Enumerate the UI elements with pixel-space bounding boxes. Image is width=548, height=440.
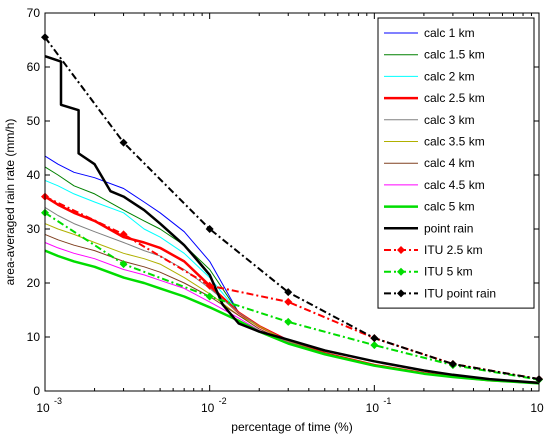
- series-marker-10-2: [205, 281, 214, 290]
- x-tick-label-2: 10: [366, 401, 380, 415]
- series-marker-12-2: [205, 225, 214, 233]
- x-tick-label-1: 10: [201, 401, 215, 415]
- y-tick-label-5: 50: [27, 114, 41, 128]
- y-tick-label-0: 0: [33, 384, 40, 398]
- y-axis-label: area-averaged rain rate (mm/h): [3, 119, 17, 286]
- legend-label-8: calc 5 km: [424, 200, 475, 214]
- legend-label-10: ITU 2.5 km: [424, 243, 483, 257]
- x-tick-exponent-2: -1: [383, 396, 391, 406]
- legend-label-11: ITU 5 km: [424, 265, 473, 279]
- series-marker-12-4: [370, 334, 379, 343]
- legend-marker-12: [397, 289, 405, 298]
- y-tick-label-4: 40: [27, 168, 41, 182]
- series-layer: [41, 33, 543, 385]
- legend-label-6: calc 4 km: [424, 156, 475, 170]
- legend-label-7: calc 4.5 km: [424, 178, 485, 192]
- legend-label-12: ITU point rain: [424, 286, 496, 300]
- legend-label-2: calc 2 km: [424, 69, 475, 83]
- legend-marker-10: [397, 246, 405, 254]
- y-tick-label-7: 70: [27, 6, 41, 20]
- series-marker-11-2: [205, 292, 214, 301]
- series-marker-11-1: [119, 260, 128, 269]
- legend-label-1: calc 1.5 km: [424, 48, 485, 62]
- plot-frame: [44, 12, 540, 392]
- legend-label-5: calc 3.5 km: [424, 135, 485, 149]
- y-tick-label-6: 60: [27, 60, 41, 74]
- x-axis-label: percentage of time (%): [231, 420, 352, 434]
- series-line-9: [44, 55, 540, 385]
- legend-label-0: calc 1 km: [424, 26, 475, 40]
- legend-label-9: point rain: [424, 221, 473, 235]
- x-tick-exponent-1: -2: [219, 396, 227, 406]
- y-tick-label-2: 20: [27, 276, 41, 290]
- y-tick-label-3: 30: [27, 222, 41, 236]
- x-tick-label-3: 10: [530, 401, 544, 415]
- series-marker-12-3: [284, 288, 293, 297]
- series-marker-12-5: [448, 360, 457, 368]
- series-marker-10-3: [284, 297, 293, 306]
- legend-marker-11: [397, 267, 405, 276]
- series-line-8: [44, 249, 540, 385]
- legend-label-4: calc 3 km: [424, 113, 475, 127]
- series-marker-10-1: [119, 230, 128, 239]
- legend: calc 1 km calc 1.5 km calc 2 km calc 2.5 km…: [377, 17, 535, 309]
- series-marker-11-4: [370, 341, 379, 350]
- x-tick-exponent-0: -3: [54, 396, 62, 406]
- series-marker-11-3: [284, 317, 293, 326]
- series-marker-12-1: [119, 138, 128, 147]
- y-tick-label-1: 10: [27, 330, 41, 344]
- legend-label-3: calc 2.5 km: [424, 91, 485, 105]
- x-tick-label-0: 10: [36, 401, 50, 415]
